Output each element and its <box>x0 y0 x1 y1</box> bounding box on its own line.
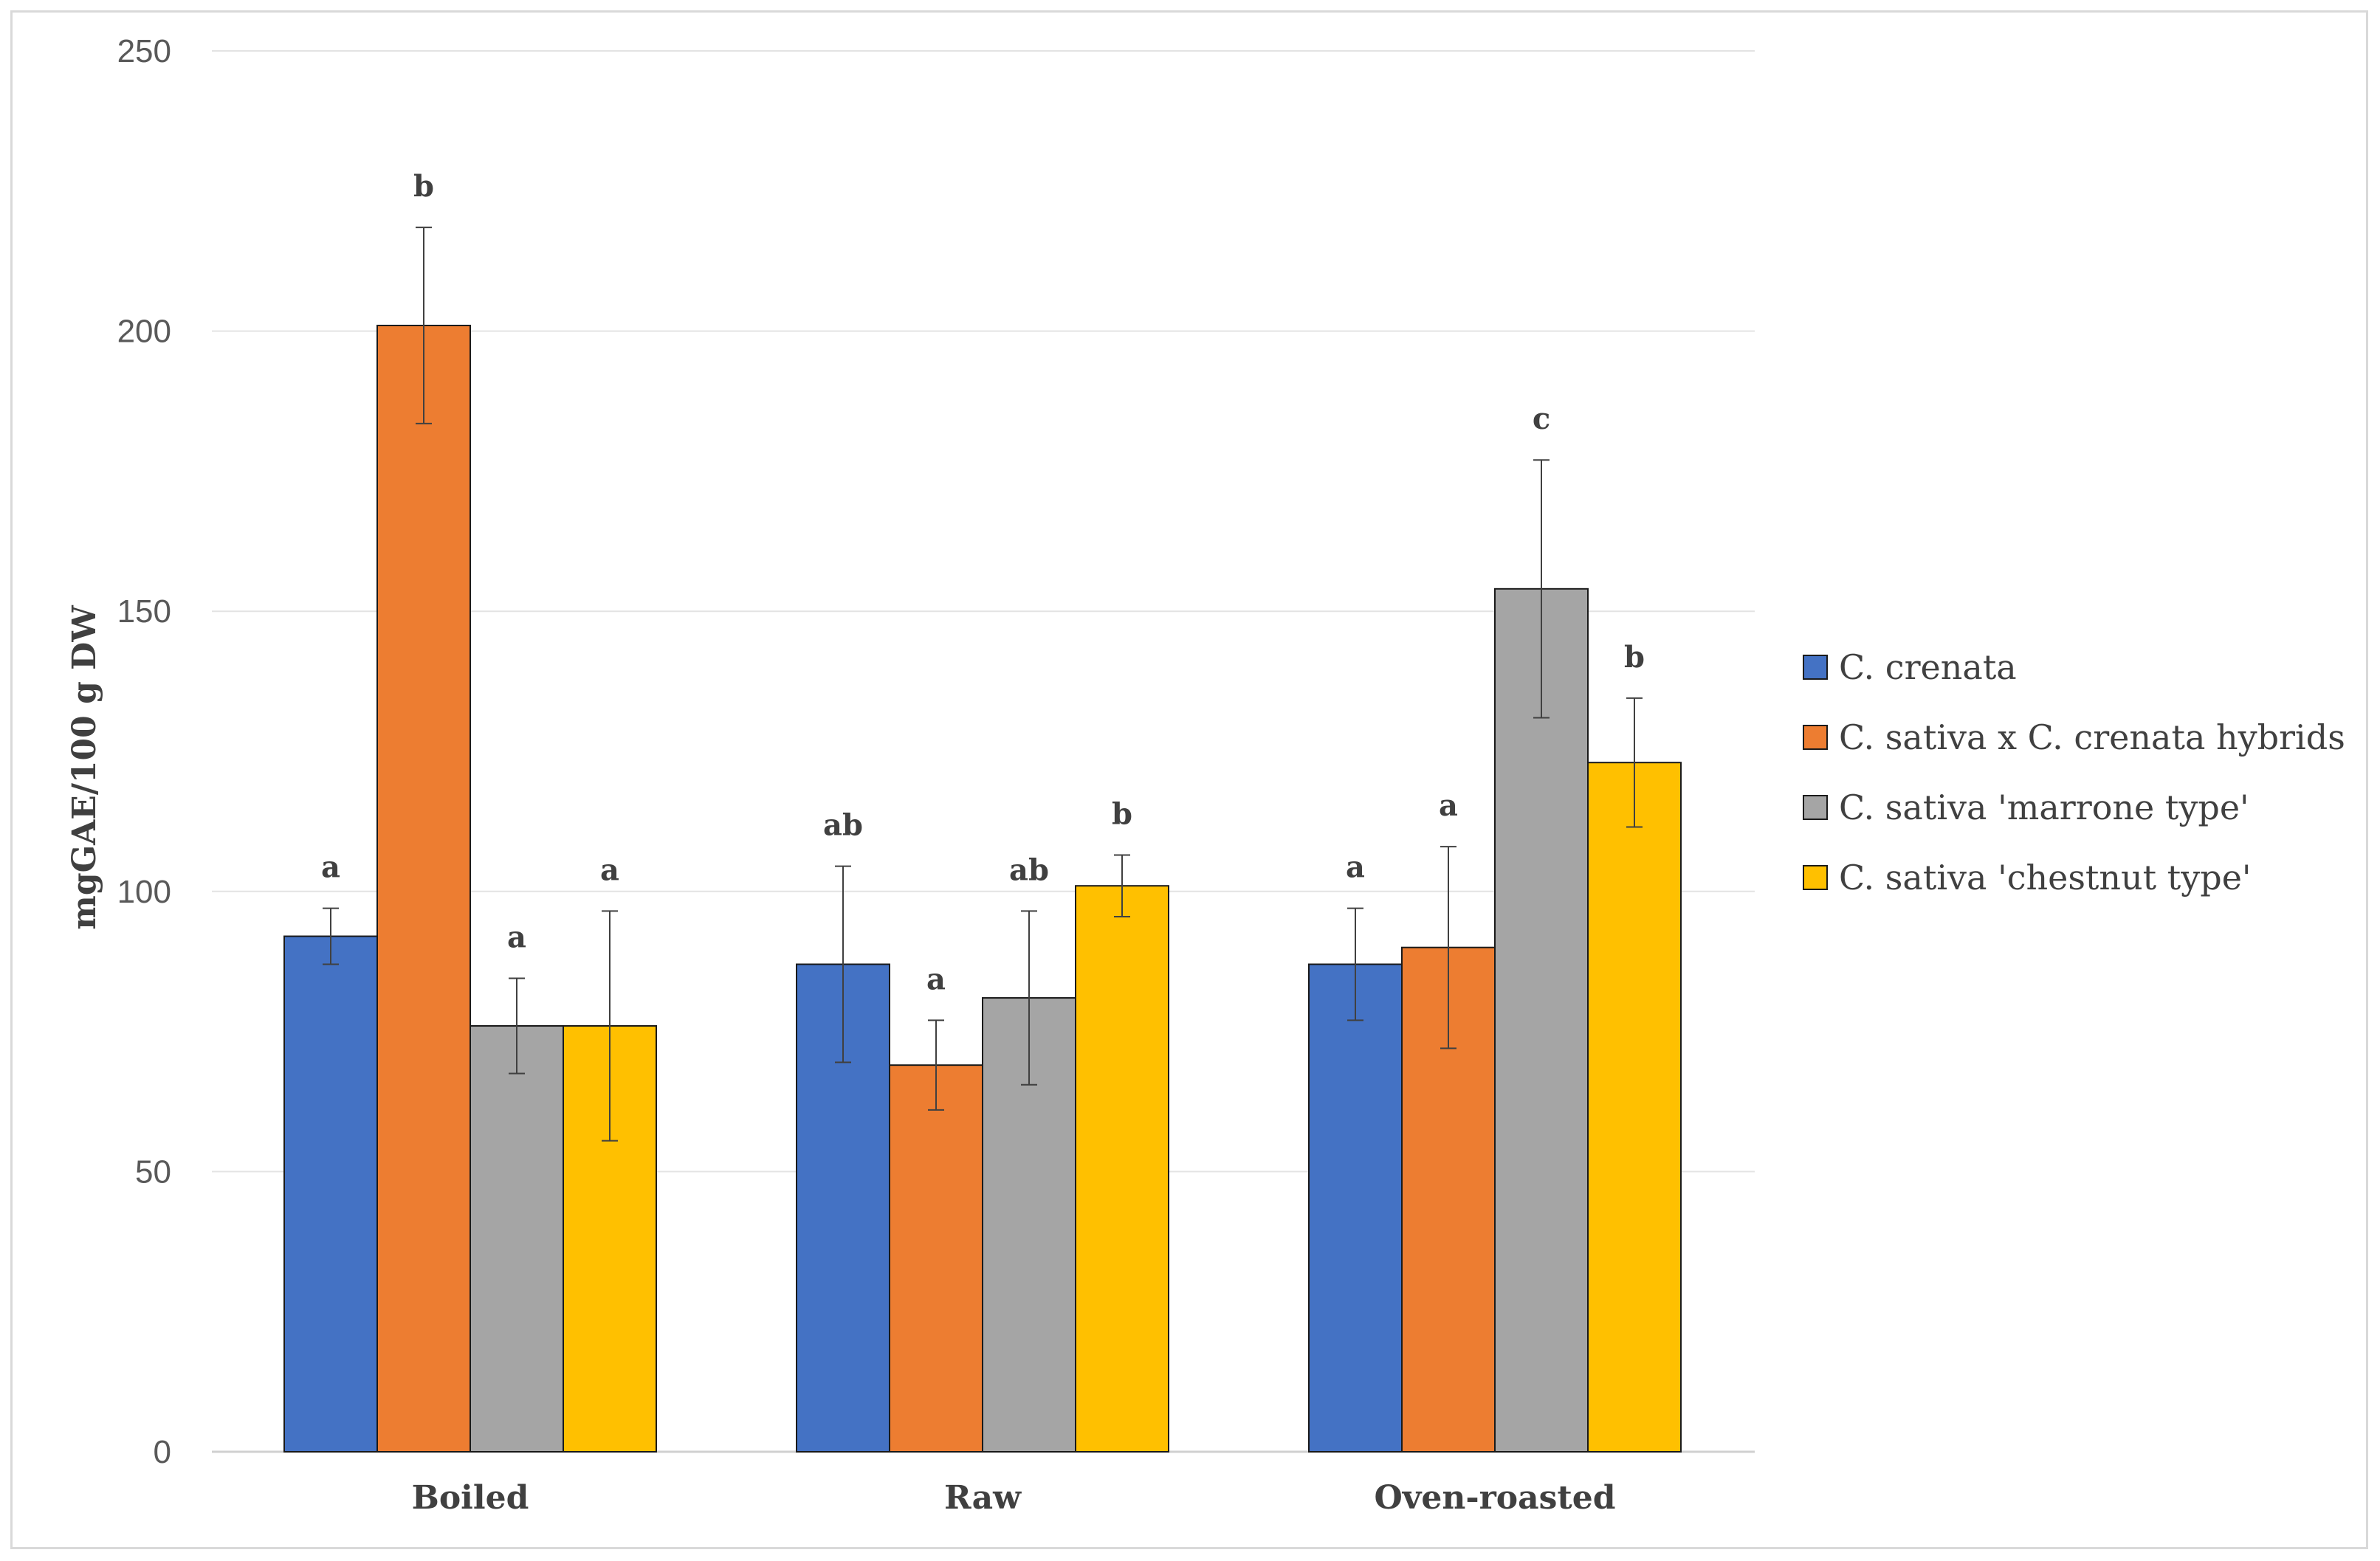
legend-swatch <box>1803 725 1828 750</box>
error-bar <box>1021 910 1037 1086</box>
legend-item: C. sativa x C. crenata hybrids <box>1803 717 2345 757</box>
legend-item: C. crenata <box>1803 647 2017 687</box>
significance-label: b <box>413 169 434 204</box>
bar-boiled-series-3 <box>470 1025 564 1453</box>
significance-label: a <box>321 850 340 885</box>
legend-item: C. sativa 'marrone type' <box>1803 788 2249 827</box>
legend-swatch <box>1803 655 1828 680</box>
error-bar <box>416 227 432 424</box>
category-label: Raw <box>944 1479 1022 1517</box>
legend-label: C. sativa 'marrone type' <box>1839 788 2249 827</box>
y-tick-label: 0 <box>154 1434 171 1470</box>
bar-oven-roasted-series-4 <box>1587 762 1682 1453</box>
y-tick-label: 150 <box>117 593 171 630</box>
significance-label: a <box>926 962 946 996</box>
chart-frame: 0 50 100 150 200 250 a b a a ab a ab b a a c b Boiled Raw… <box>10 10 2368 1549</box>
y-tick-label: 250 <box>117 33 171 69</box>
error-bar <box>602 910 618 1142</box>
error-bars <box>323 227 1643 1142</box>
bar-oven-roasted-series-1 <box>1308 963 1403 1453</box>
error-bar <box>323 907 339 965</box>
error-bar <box>1347 907 1363 1021</box>
legend-label: C. sativa x C. crenata hybrids <box>1839 717 2345 757</box>
error-bar <box>1533 459 1550 719</box>
significance-label: b <box>1624 640 1645 675</box>
y-tick-labels: 0 50 100 150 200 250 <box>117 33 171 1470</box>
legend: C. crenata C. sativa x C. crenata hybrids… <box>1803 647 2345 897</box>
bar-boiled-series-2 <box>376 325 471 1453</box>
significance-label: a <box>1346 850 1365 885</box>
error-bar <box>1626 697 1643 828</box>
y-axis-title: mgGAE/100 g DW <box>66 605 103 930</box>
legend-swatch <box>1803 795 1828 820</box>
y-tick-label: 100 <box>117 874 171 910</box>
bar-raw-series-2 <box>889 1064 983 1453</box>
significance-label: ab <box>823 808 863 843</box>
legend-label: C. sativa 'chestnut type' <box>1839 858 2252 897</box>
legend-item: C. sativa 'chestnut type' <box>1803 858 2252 897</box>
legend-label: C. crenata <box>1839 647 2017 687</box>
error-bar <box>835 865 851 1064</box>
significance-label: c <box>1533 402 1550 436</box>
bar-raw-series-4 <box>1075 885 1169 1453</box>
bar-boiled-series-1 <box>283 935 378 1453</box>
significance-label: b <box>1112 796 1132 831</box>
significance-label: a <box>1439 788 1458 823</box>
significance-label: a <box>600 852 619 887</box>
error-bar <box>928 1019 944 1111</box>
bar-oven-roasted-series-3 <box>1494 587 1589 1453</box>
y-tick-label: 200 <box>117 314 171 350</box>
legend-swatch <box>1803 865 1828 890</box>
category-label: Oven-roasted <box>1374 1479 1615 1517</box>
error-bar <box>1440 846 1456 1050</box>
significance-label: a <box>507 920 526 954</box>
y-tick-label: 50 <box>135 1154 171 1190</box>
error-bar <box>1114 854 1130 917</box>
error-bar <box>509 977 525 1075</box>
category-labels: Boiled Raw Oven-roasted <box>412 1479 1616 1517</box>
bars <box>283 325 1682 1453</box>
significance-label: ab <box>1009 852 1049 887</box>
category-label: Boiled <box>412 1479 529 1517</box>
